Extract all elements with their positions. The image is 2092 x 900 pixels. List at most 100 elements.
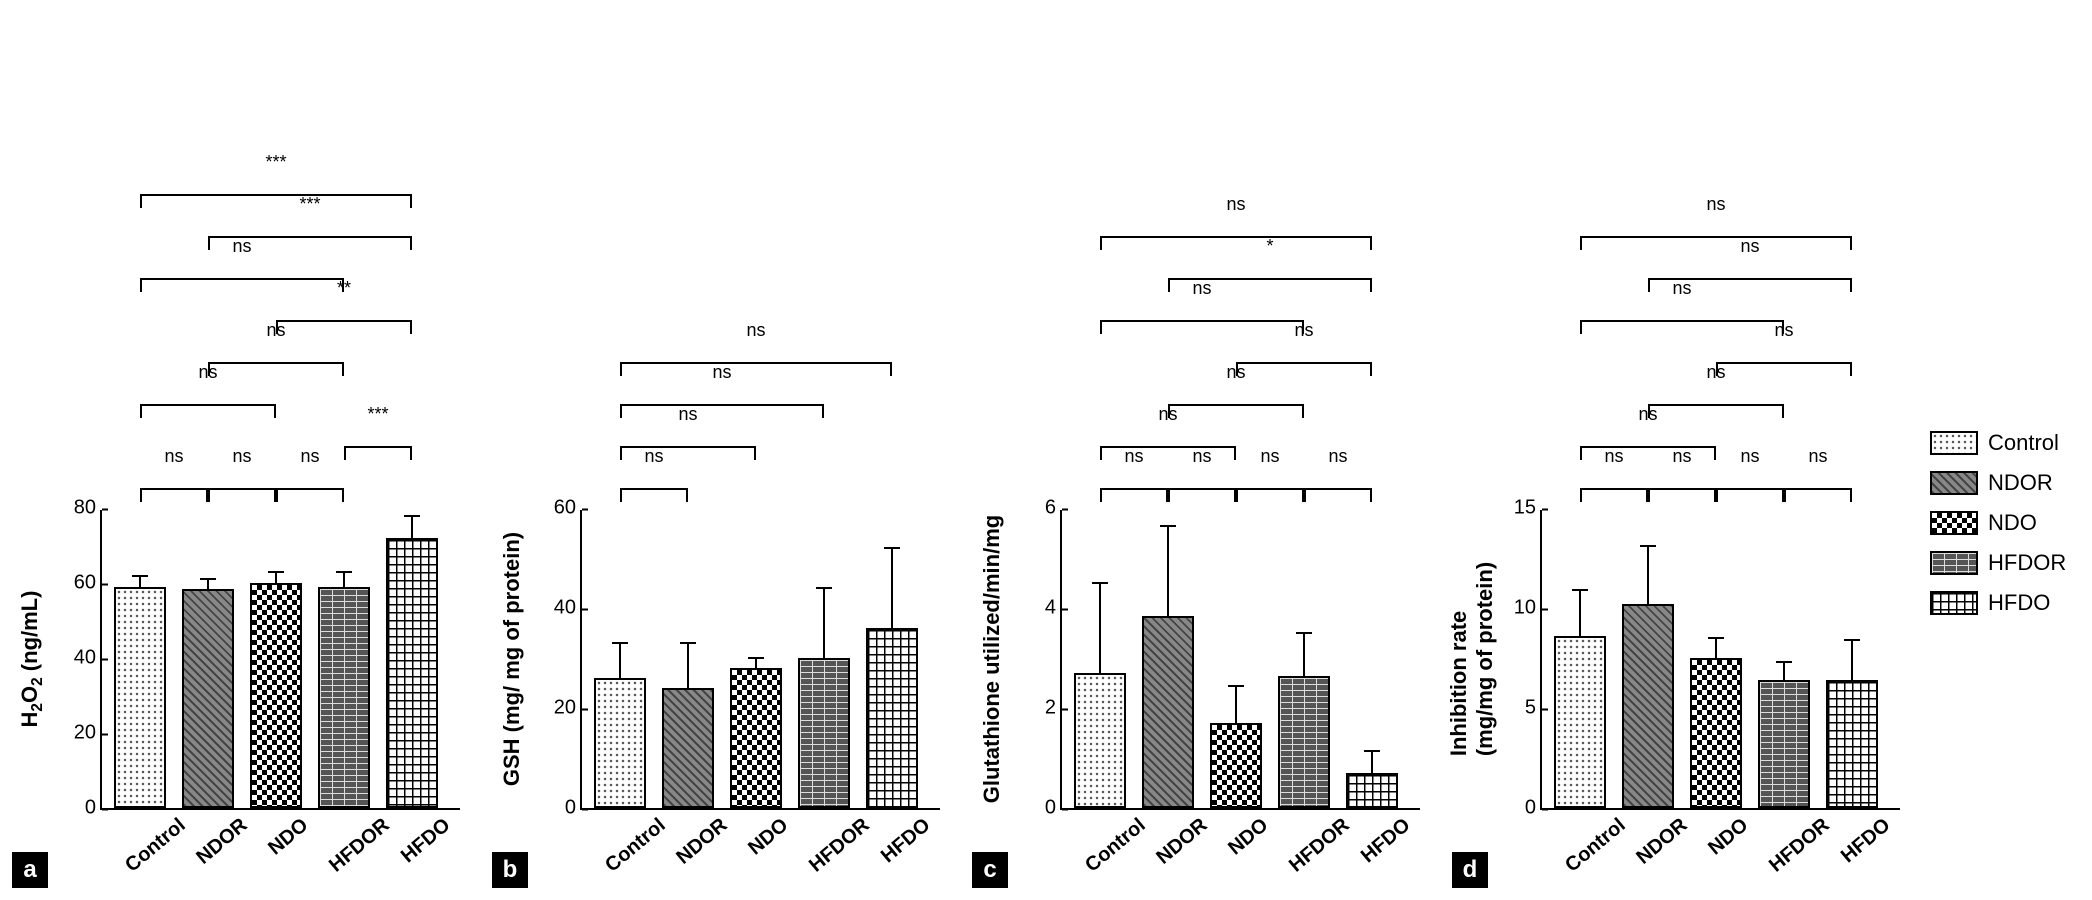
bracket-leg bbox=[1370, 238, 1372, 250]
y-tick: 0 bbox=[85, 797, 102, 820]
panel-letter: a bbox=[12, 852, 48, 888]
significance-bracket bbox=[1100, 236, 1372, 238]
error-bar bbox=[1579, 590, 1581, 636]
significance-label: ns bbox=[1774, 320, 1793, 341]
bracket-leg bbox=[620, 364, 622, 376]
error-cap bbox=[1708, 637, 1724, 639]
significance-bracket bbox=[208, 488, 276, 490]
significance-label: *** bbox=[367, 404, 388, 425]
figure-row: H2O2 (ng/mL)020406080ControlNDORNDOHFDOR… bbox=[10, 10, 2082, 810]
significance-label: * bbox=[1266, 236, 1273, 257]
significance-label: ns bbox=[644, 446, 663, 467]
error-cap bbox=[1160, 525, 1176, 527]
x-tick-label: NDO bbox=[1224, 814, 1273, 860]
significance-label: ns bbox=[1604, 446, 1623, 467]
bar-hfdo bbox=[1346, 773, 1398, 808]
x-tick-label: HFDOR bbox=[1285, 814, 1354, 877]
error-bar bbox=[1303, 633, 1305, 676]
x-tick-label: NDO bbox=[264, 814, 313, 860]
y-tick: 40 bbox=[554, 597, 582, 620]
significance-bracket bbox=[1100, 320, 1304, 322]
panel-letter: c bbox=[972, 852, 1008, 888]
y-tick: 10 bbox=[1514, 597, 1542, 620]
bracket-leg bbox=[620, 406, 622, 418]
significance-bracket bbox=[1168, 278, 1372, 280]
significance-label: *** bbox=[265, 152, 286, 173]
significance-label: ns bbox=[1328, 446, 1347, 467]
error-bar bbox=[139, 576, 141, 587]
legend-item: Control bbox=[1930, 430, 2066, 456]
significance-label: ns bbox=[1294, 320, 1313, 341]
significance-bracket bbox=[1784, 488, 1852, 490]
error-cap bbox=[1572, 589, 1588, 591]
y-axis-label: Glutathione utilized/min/mg bbox=[979, 515, 1005, 803]
bracket-leg bbox=[140, 196, 142, 208]
bar-control bbox=[594, 678, 646, 808]
bar-ndor bbox=[1622, 604, 1674, 808]
bracket-leg bbox=[754, 448, 756, 460]
bracket-leg bbox=[620, 448, 622, 460]
y-tick: 0 bbox=[1525, 797, 1542, 820]
bracket-leg bbox=[1850, 280, 1852, 292]
bar-control bbox=[1074, 673, 1126, 808]
bracket-leg bbox=[1168, 490, 1170, 502]
significance-bracket bbox=[620, 446, 756, 448]
bracket-leg bbox=[344, 448, 346, 460]
bracket-leg bbox=[1782, 322, 1784, 334]
bar-control bbox=[114, 587, 166, 808]
error-bar bbox=[1235, 686, 1237, 724]
bracket-leg bbox=[140, 406, 142, 418]
y-tick: 60 bbox=[74, 572, 102, 595]
significance-bracket bbox=[620, 404, 824, 406]
bracket-leg bbox=[1168, 406, 1170, 418]
error-cap bbox=[1364, 750, 1380, 752]
bracket-leg bbox=[1850, 490, 1852, 502]
panel-c: Glutathione utilized/min/mg0246ControlND… bbox=[970, 10, 1420, 810]
error-cap bbox=[612, 642, 628, 644]
bracket-leg bbox=[410, 238, 412, 250]
bracket-leg bbox=[410, 196, 412, 208]
bracket-leg bbox=[1234, 448, 1236, 460]
significance-bracket bbox=[1716, 362, 1852, 364]
legend-label: NDOR bbox=[1988, 470, 2053, 496]
bracket-leg bbox=[342, 280, 344, 292]
bar-hfdor bbox=[318, 587, 370, 808]
bracket-leg bbox=[1648, 490, 1650, 502]
significance-bracket bbox=[140, 488, 208, 490]
significance-label: ns bbox=[1740, 236, 1759, 257]
x-tick-label: NDO bbox=[1704, 814, 1753, 860]
significance-label: ns bbox=[300, 446, 319, 467]
panel-d: Inhibition rate(mg/mg of protein)051015C… bbox=[1450, 10, 1900, 810]
error-cap bbox=[680, 642, 696, 644]
x-tick-label: HFDOR bbox=[805, 814, 874, 877]
significance-bracket bbox=[276, 488, 344, 490]
bar-ndor bbox=[1142, 616, 1194, 809]
bracket-leg bbox=[1100, 238, 1102, 250]
significance-bracket bbox=[344, 446, 412, 448]
error-cap bbox=[1776, 661, 1792, 663]
bar-hfdor bbox=[1278, 676, 1330, 809]
bracket-leg bbox=[1850, 238, 1852, 250]
bracket-leg bbox=[1236, 490, 1238, 502]
plot-area: H2O2 (ng/mL)020406080ControlNDORNDOHFDOR… bbox=[100, 510, 460, 810]
bracket-leg bbox=[1370, 364, 1372, 376]
error-bar bbox=[619, 643, 621, 678]
x-tick-label: HFDOR bbox=[1765, 814, 1834, 877]
significance-label: ns bbox=[1226, 194, 1245, 215]
significance-label: ns bbox=[712, 362, 731, 383]
legend-item: NDOR bbox=[1930, 470, 2066, 496]
error-cap bbox=[884, 547, 900, 549]
error-cap bbox=[748, 657, 764, 659]
x-tick-label: HFDO bbox=[1837, 814, 1895, 868]
legend-label: HFDO bbox=[1988, 590, 2050, 616]
significance-bracket bbox=[1648, 404, 1784, 406]
bar-ndor bbox=[662, 688, 714, 808]
error-cap bbox=[404, 515, 420, 517]
plot-area: GSH (mg/ mg of protein)0204060ControlNDO… bbox=[580, 510, 940, 810]
significance-bracket bbox=[208, 362, 344, 364]
y-axis-label: Inhibition rate(mg/mg of protein) bbox=[1446, 562, 1498, 756]
significance-bracket bbox=[1580, 320, 1784, 322]
significance-bracket bbox=[1716, 488, 1784, 490]
error-cap bbox=[1844, 639, 1860, 641]
legend-label: NDO bbox=[1988, 510, 2037, 536]
